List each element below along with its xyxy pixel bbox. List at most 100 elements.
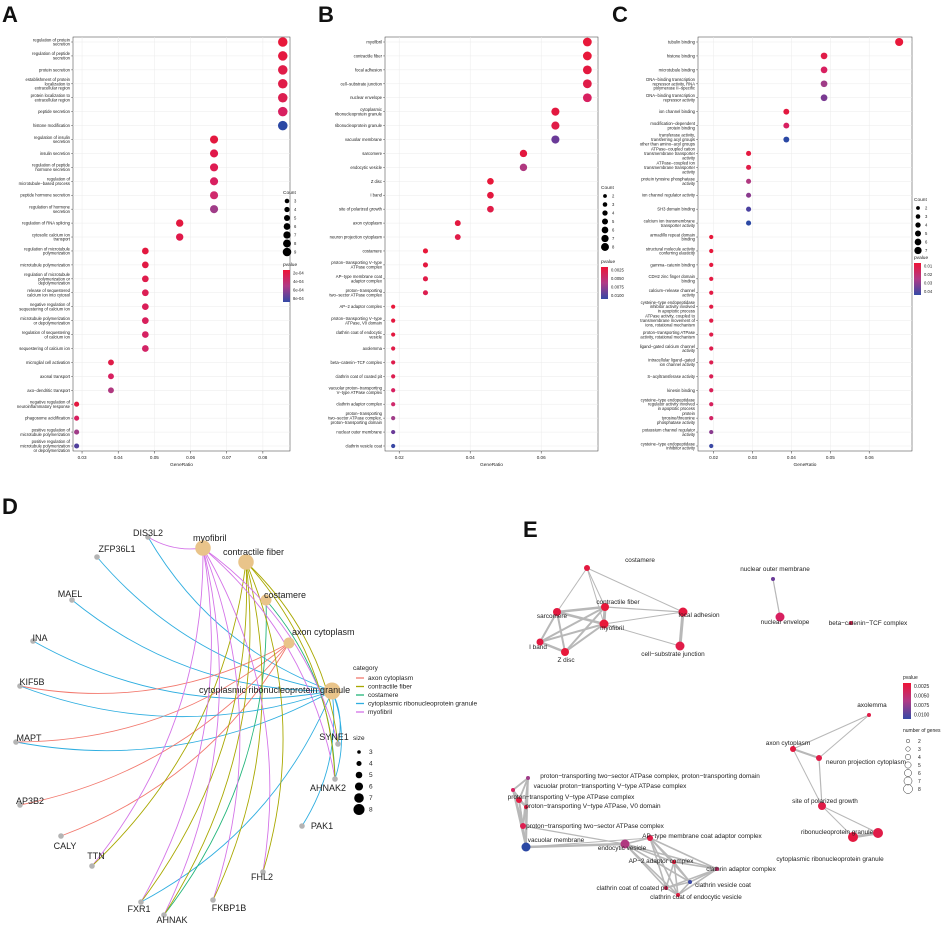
term-label: peptide hormone secretion	[20, 193, 70, 198]
size-legend-label: 3	[925, 214, 928, 219]
term-label: DNA−binding transcription repressor activ…	[646, 77, 695, 91]
term-dot	[108, 359, 114, 366]
term-label: armadillo repeat domain binding	[650, 232, 696, 241]
emap-node-label: costamere	[625, 557, 655, 564]
pvalue-legend-title: pvalue	[903, 675, 918, 681]
term-dot	[141, 247, 149, 255]
size-legend-label: 4	[369, 761, 373, 768]
category-legend-label: contractile fiber	[368, 684, 413, 691]
size-legend-dot	[601, 243, 609, 251]
term-label: ion channel binding	[659, 109, 696, 114]
x-tick-label: 0.06	[537, 455, 546, 460]
term-label: axo−dendritic transport	[27, 388, 71, 393]
gene-label: CALY	[54, 841, 77, 851]
cnet-edge	[140, 690, 333, 903]
term-label: release of sequestered calcium ion into c…	[27, 288, 71, 297]
term-dot	[582, 65, 592, 75]
emap-edge	[665, 887, 679, 896]
emap-edge	[518, 777, 529, 801]
emap-node-label: nuclear outer membrane	[740, 566, 810, 573]
color-legend-label: 4e-04	[293, 279, 304, 284]
term-label: microglial cell activation	[26, 360, 71, 365]
emap-node-label: neuron projection cytoplasm	[826, 759, 906, 766]
term-label: calcium−release channel activity	[649, 288, 696, 297]
term-label: proton−transporting ATPase activity, rota…	[640, 330, 695, 339]
term-label: endocytic vesicle	[350, 165, 382, 170]
term-dot	[210, 205, 219, 214]
emap-node-label: proton−transporting two−sector ATPase co…	[526, 823, 665, 830]
term-label: intracellular ligand−gated ion channel ac…	[648, 358, 696, 367]
term-label: myofibril	[193, 533, 227, 543]
term-dot	[141, 289, 149, 297]
term-dot	[487, 191, 494, 199]
emap-node	[675, 641, 685, 651]
term-dot	[783, 122, 790, 129]
term-label: microtubule polymerization	[20, 262, 70, 267]
term-label: cysteine−type endopeptidase inhibitor act…	[641, 300, 696, 314]
emap-node	[524, 805, 528, 809]
term-label: ATPase−coupled ion transmembrane transpor…	[644, 160, 696, 174]
term-dot	[210, 191, 219, 200]
size-legend-dot	[914, 230, 922, 237]
plot-area	[697, 36, 913, 452]
emap-node	[867, 713, 871, 717]
cnet-edge	[163, 561, 251, 916]
term-label: cytoplasmic ribonucleoprotein granule	[199, 685, 350, 695]
term-dot	[391, 332, 396, 337]
term-label: neuron projection cytoplasm	[330, 235, 383, 240]
genes-legend-circle	[905, 738, 911, 744]
emap-node-label: axon cytoplasm	[766, 740, 810, 747]
term-dot	[175, 219, 184, 227]
emap-node	[553, 608, 561, 616]
term-dot	[783, 108, 790, 115]
term-dot	[783, 136, 790, 143]
emap-node	[688, 880, 692, 884]
gene-node	[17, 683, 23, 689]
term-label: regulation of microtubule polymerization …	[24, 272, 71, 286]
emap-node	[536, 638, 544, 646]
cnet-edge	[60, 642, 290, 837]
emap-node-label: site of polarized growth	[792, 798, 858, 805]
emap-node	[771, 577, 775, 581]
gene-node	[17, 802, 23, 808]
term-label: axon cytoplasm	[353, 221, 383, 226]
x-tick-label: 0.04	[114, 455, 123, 460]
emap-node-label: nuclear envelope	[761, 619, 810, 626]
genes-legend-label: 2	[918, 739, 921, 745]
cnet-edge	[140, 547, 212, 903]
size-legend-dot	[601, 226, 609, 234]
size-legend-dot	[284, 198, 290, 204]
emap-node-label: proton−transporting V−type ATPase, V0 do…	[525, 803, 661, 810]
cnet-edge	[147, 536, 333, 692]
emap-edge	[539, 606, 606, 643]
color-legend-label: 0.0025	[611, 268, 624, 273]
size-legend-label: 7	[294, 233, 297, 238]
term-dot	[210, 177, 219, 186]
emap-edge	[556, 605, 606, 614]
size-legend-title: size	[353, 735, 365, 742]
term-label: ligand−gated calcium channel activity	[640, 344, 696, 353]
term-label: S−acyltransferase activity	[647, 374, 696, 379]
term-node	[283, 637, 295, 649]
cnet-edge	[202, 547, 271, 873]
emap-edge	[821, 805, 854, 838]
emap-edge	[603, 611, 684, 625]
pvalue-legend-label: 0.0075	[914, 703, 930, 709]
x-axis-title: GeneRatio	[480, 462, 503, 468]
term-dot	[422, 262, 429, 268]
term-dot	[454, 234, 461, 240]
term-dot	[141, 275, 149, 283]
cnet-edge	[15, 690, 333, 752]
cnet-edge	[202, 547, 241, 901]
term-dot	[278, 120, 288, 131]
emap-edge	[673, 861, 718, 870]
term-dot	[820, 66, 828, 74]
term-label: microtubule polymerization or depolymeriz…	[20, 316, 70, 325]
size-legend-dot	[354, 782, 364, 791]
cnet-edge	[32, 640, 333, 700]
term-dot	[746, 220, 752, 226]
gene-node	[299, 823, 305, 829]
emap-edge	[821, 805, 879, 834]
term-label: cysteine−type endopeptidase inhibitor act…	[641, 441, 696, 450]
panel-label-a: A	[2, 2, 18, 27]
